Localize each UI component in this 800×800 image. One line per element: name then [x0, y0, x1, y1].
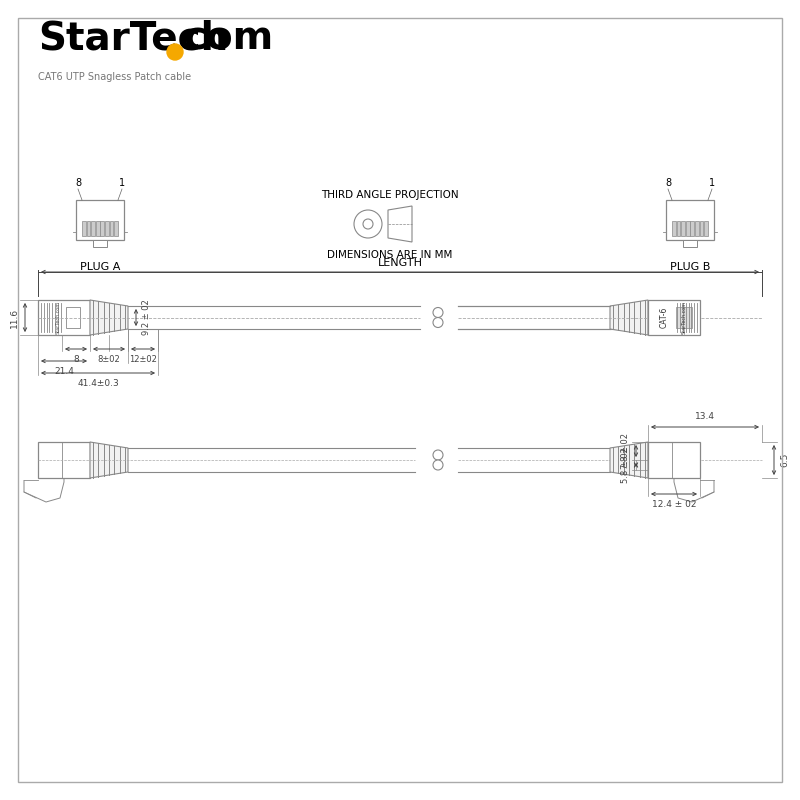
Bar — [666, 200, 714, 240]
Text: 8±02: 8±02 — [98, 355, 120, 364]
Bar — [114, 221, 118, 236]
Text: 41.4±0.3: 41.4±0.3 — [77, 379, 119, 388]
Text: 9.2 ± 02: 9.2 ± 02 — [142, 300, 151, 335]
Text: CAT-6: CAT-6 — [659, 307, 669, 328]
Text: 12±02: 12±02 — [129, 355, 157, 364]
Text: DIMENSIONS ARE IN MM: DIMENSIONS ARE IN MM — [327, 250, 453, 260]
Bar — [110, 221, 114, 236]
Bar — [683, 240, 697, 247]
Text: 11.6: 11.6 — [10, 307, 19, 327]
Polygon shape — [90, 442, 128, 478]
Bar — [38, 300, 90, 335]
Text: 1: 1 — [119, 178, 125, 188]
Text: StarTech.com: StarTech.com — [682, 301, 686, 334]
Bar — [105, 221, 109, 236]
Text: StarTech: StarTech — [38, 19, 228, 57]
Bar — [82, 221, 86, 236]
Bar — [648, 442, 700, 478]
Text: 13.4: 13.4 — [695, 412, 715, 421]
Bar — [66, 307, 80, 328]
Bar — [690, 221, 694, 236]
Text: 5.8 ± 02: 5.8 ± 02 — [621, 447, 630, 483]
Bar — [76, 200, 124, 240]
Bar — [686, 221, 690, 236]
Bar — [672, 221, 676, 236]
Bar — [93, 240, 107, 247]
Bar — [86, 221, 90, 236]
Bar — [699, 221, 703, 236]
Text: 21.4: 21.4 — [54, 367, 74, 376]
Text: com: com — [183, 19, 274, 57]
Bar — [96, 221, 99, 236]
Text: 8: 8 — [665, 178, 671, 188]
Text: 7.8 ± 02: 7.8 ± 02 — [621, 433, 630, 469]
Polygon shape — [610, 442, 648, 478]
Ellipse shape — [433, 460, 443, 470]
Text: CAT6 UTP Snagless Patch cable: CAT6 UTP Snagless Patch cable — [38, 72, 191, 82]
Ellipse shape — [433, 318, 443, 327]
Bar — [676, 307, 692, 328]
Ellipse shape — [433, 307, 443, 318]
Bar — [101, 221, 104, 236]
Text: THIRD ANGLE PROJECTION: THIRD ANGLE PROJECTION — [321, 190, 459, 200]
Text: LENGTH: LENGTH — [378, 258, 422, 268]
Text: StarTech.com: StarTech.com — [55, 301, 61, 334]
Text: PLUG A: PLUG A — [80, 262, 120, 272]
Polygon shape — [90, 300, 128, 335]
Text: 6.5: 6.5 — [780, 453, 789, 467]
Polygon shape — [610, 300, 648, 335]
Bar — [648, 300, 700, 335]
Text: 8: 8 — [75, 178, 81, 188]
Bar — [704, 221, 708, 236]
Text: 8: 8 — [73, 355, 79, 364]
Bar — [682, 221, 685, 236]
Bar — [695, 221, 699, 236]
Text: PLUG B: PLUG B — [670, 262, 710, 272]
Bar — [38, 442, 90, 478]
Bar — [91, 221, 95, 236]
Ellipse shape — [433, 450, 443, 460]
Text: 1: 1 — [709, 178, 715, 188]
Text: 12.4 ± 02: 12.4 ± 02 — [652, 500, 696, 509]
Bar — [677, 221, 680, 236]
Circle shape — [167, 44, 183, 60]
